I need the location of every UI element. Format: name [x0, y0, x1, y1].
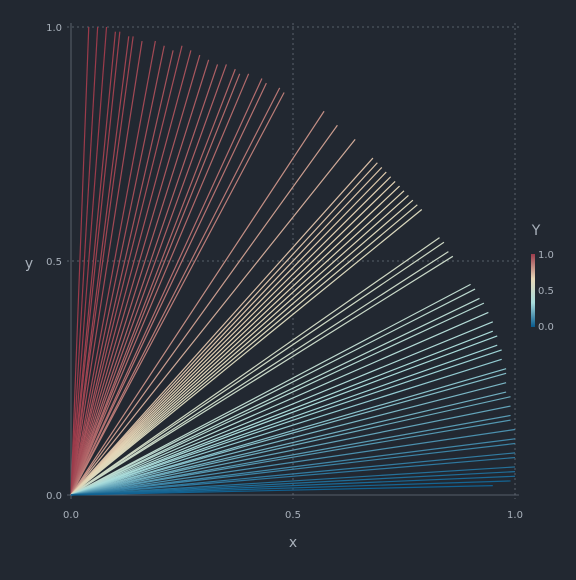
- ray-line-12: [70, 50, 192, 496]
- ray-line-69: [70, 475, 516, 496]
- ray-line-48: [70, 321, 494, 496]
- ray-line-16: [70, 64, 227, 496]
- ray-line-46: [70, 302, 485, 496]
- ray-line-34: [70, 190, 405, 496]
- colorbar-gradient: [531, 254, 535, 327]
- ray-line-65: [70, 452, 516, 496]
- ray-line-62: [70, 428, 516, 496]
- colorbar-title: Y: [531, 223, 541, 239]
- ray-line-17: [70, 68, 236, 496]
- ray-line-21: [70, 82, 267, 496]
- ray-line-39: [70, 237, 440, 496]
- ray-line-51: [70, 344, 498, 496]
- ray-line-15: [70, 64, 219, 496]
- ray-line-68: [70, 471, 516, 496]
- ray-line-11: [70, 45, 183, 496]
- ray-line-40: [70, 241, 445, 496]
- colorbar: Y 1.0 0.5 0.0: [531, 223, 554, 333]
- ray-line-31: [70, 176, 392, 496]
- ray-line-30: [70, 171, 387, 496]
- ray-line-20: [70, 78, 263, 496]
- ray-line-35: [70, 195, 409, 496]
- ray-line-47: [70, 311, 489, 496]
- ray-line-59: [70, 405, 511, 496]
- ray-line-71: [70, 485, 493, 496]
- ray-line-50: [70, 335, 498, 496]
- ray-line-37: [70, 204, 418, 496]
- ray-line-64: [70, 442, 516, 496]
- ray-line-43: [70, 283, 471, 496]
- ray-line-44: [70, 288, 476, 496]
- ray-layer: [70, 26, 516, 496]
- ray-line-57: [70, 391, 507, 496]
- ray-line-23: [70, 92, 285, 496]
- ray-line-7: [70, 40, 143, 496]
- ray-line-70: [70, 480, 511, 496]
- ray-line-49: [70, 330, 494, 496]
- ray-line-36: [70, 199, 414, 496]
- y-tick-label-2: 1.0: [46, 23, 62, 34]
- ray-line-1: [70, 26, 99, 496]
- ray-line-5: [70, 36, 130, 496]
- ray-line-52: [70, 349, 502, 496]
- y-tick-label-1: 0.5: [46, 257, 62, 268]
- ray-line-4: [70, 31, 121, 496]
- ray-line-66: [70, 456, 516, 496]
- ray-line-8: [70, 40, 156, 496]
- ray-line-56: [70, 382, 507, 496]
- ray-line-28: [70, 162, 378, 496]
- ray-line-41: [70, 251, 449, 496]
- ray-line-29: [70, 166, 383, 496]
- ray-line-27: [70, 157, 374, 496]
- ray-line-54: [70, 368, 507, 496]
- ray-line-53: [70, 358, 502, 496]
- ray-line-10: [70, 50, 174, 496]
- ray-line-3: [70, 31, 116, 496]
- ray-line-19: [70, 73, 250, 496]
- ray-line-14: [70, 59, 210, 496]
- x-tick-label-0: 0.0: [63, 510, 79, 521]
- axis-layer: 0.0 0.5 1.0 0.0 0.5 1.0 x y: [25, 23, 523, 551]
- y-axis-label: y: [25, 256, 33, 272]
- ray-line-6: [70, 36, 134, 496]
- ray-line-24: [70, 110, 325, 496]
- ray-line-13: [70, 54, 201, 496]
- x-axis-label: x: [289, 535, 297, 551]
- colorbar-tick-0: 1.0: [538, 250, 554, 261]
- ray-line-63: [70, 438, 516, 496]
- ray-line-58: [70, 396, 511, 496]
- x-tick-label-2: 1.0: [507, 510, 523, 521]
- colorbar-tick-2: 0.0: [538, 322, 554, 333]
- x-tick-label-1: 0.5: [285, 510, 301, 521]
- ray-line-32: [70, 181, 396, 496]
- ray-line-60: [70, 414, 511, 496]
- ray-line-45: [70, 297, 480, 496]
- ray-line-25: [70, 124, 338, 496]
- ray-line-42: [70, 255, 454, 496]
- ray-line-0: [70, 26, 90, 496]
- ray-line-55: [70, 372, 507, 496]
- ray-line-61: [70, 419, 511, 496]
- ray-line-2: [70, 26, 108, 496]
- ray-line-18: [70, 73, 241, 496]
- ray-line-67: [70, 466, 516, 496]
- ray-line-9: [70, 45, 165, 496]
- ray-line-38: [70, 209, 423, 496]
- ray-line-22: [70, 87, 281, 496]
- ray-line-26: [70, 138, 356, 496]
- colorbar-tick-1: 0.5: [538, 286, 554, 297]
- y-tick-label-0: 0.0: [46, 491, 62, 502]
- ray-line-33: [70, 185, 400, 496]
